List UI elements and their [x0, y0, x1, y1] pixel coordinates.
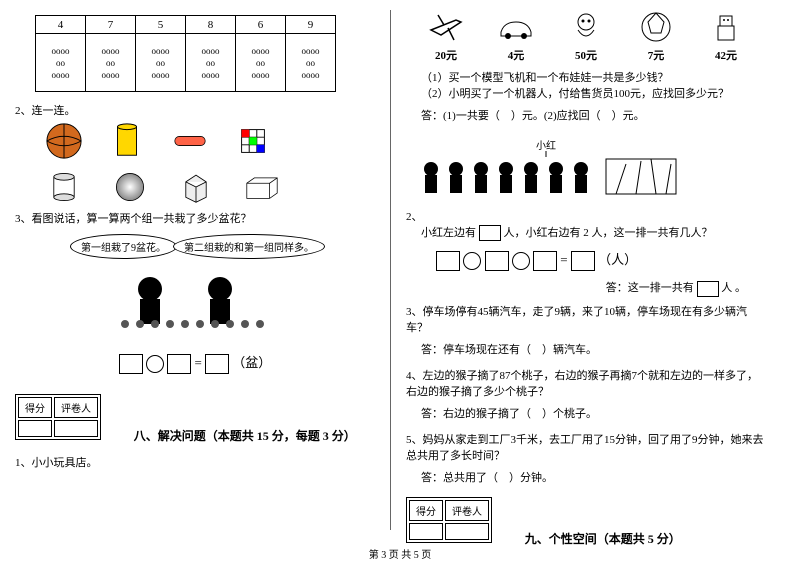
- question-8-3: 3、停车场停有45辆汽车，走了9辆，来了10辆，停车场现在有多少辆汽车？: [406, 303, 766, 335]
- data-cell: oooooooooo: [36, 34, 86, 92]
- data-cell: oooooooooo: [86, 34, 136, 92]
- toy-price: 20元: [425, 47, 467, 63]
- answer-8-4: 答：右边的猴子摘了（ ）个桃子。: [421, 405, 766, 421]
- toy-doll: 50元: [565, 10, 607, 63]
- equation-unit: （盆）: [232, 355, 271, 370]
- operator-circle[interactable]: [146, 355, 164, 373]
- toy-price: 50元: [565, 47, 607, 63]
- xiaohong-label: 小红: [536, 139, 556, 152]
- cube-icon: [177, 170, 215, 204]
- input-box[interactable]: [697, 281, 719, 297]
- data-cell: oooooooooo: [186, 34, 236, 92]
- question-8-1-label: 1、小小玩具店。: [15, 454, 375, 470]
- input-box[interactable]: [571, 251, 595, 271]
- header-cell: 8: [186, 16, 236, 34]
- operator-circle[interactable]: [463, 252, 481, 270]
- reviewer-label: 评卷人: [54, 397, 98, 418]
- data-cell: oooooooooo: [136, 34, 186, 92]
- input-box[interactable]: [533, 251, 557, 271]
- question-8-1-1: （1）买一个模型飞机和一个布娃娃一共是多少钱？: [421, 69, 766, 85]
- question-3-label: 3、看图说话，算一算两个组一共栽了多少盆花？: [15, 210, 375, 226]
- score-table: 得分 评卷人: [15, 394, 101, 440]
- toy-price: 42元: [705, 47, 747, 63]
- header-cell: 7: [86, 16, 136, 34]
- question-8-1-2: （2）小明买了一个机器人，付给售货员100元，应找回多少元？: [421, 85, 766, 101]
- sphere-icon: [111, 170, 149, 204]
- operator-circle[interactable]: [512, 252, 530, 270]
- section-9-title: 九、个性空间（本题共 5 分）: [525, 530, 681, 547]
- input-box[interactable]: [485, 251, 509, 271]
- question-8-4: 4、左边的猴子摘了87个桃子，右边的猴子再摘7个就和左边的一样多了，右边的猴子摘…: [406, 367, 766, 399]
- toy-robot: 42元: [705, 10, 747, 63]
- candy-icon: [171, 122, 209, 160]
- speech-bubble-2: 第二组栽的和第一组同样多。: [173, 234, 325, 259]
- section-8-title: 八、解决问题（本题共 15 分，每题 3 分）: [134, 427, 356, 444]
- header-cell: 9: [286, 16, 336, 34]
- input-box[interactable]: [119, 354, 143, 374]
- equation-unit: （人）: [598, 252, 637, 267]
- cylinder-icon: [45, 170, 83, 204]
- answer-8-3: 答：停车场现在还有（ ）辆汽车。: [421, 341, 766, 357]
- objects-row: [45, 122, 375, 160]
- score-table: 得分 评卷人: [406, 497, 492, 543]
- text-fragment: 人 。: [721, 282, 746, 294]
- data-cell: oooooooooo: [236, 34, 286, 92]
- toy-price: 7元: [635, 47, 677, 63]
- text-fragment: 小红左边有: [421, 227, 476, 239]
- toys-row: 20元 4元 50元 7元 42元: [411, 10, 761, 63]
- score-label: 得分: [409, 500, 443, 521]
- speech-bubble-1: 第一组栽了9盆花。: [70, 234, 177, 259]
- header-cell: 6: [236, 16, 286, 34]
- score-label: 得分: [18, 397, 52, 418]
- question-2-label: 2、连一连。: [15, 102, 375, 118]
- answer-8-1: 答：(1)一共要（ ）元。(2)应找回（ ）元。: [421, 107, 766, 123]
- question-8-2-text: 小红左边有 人，小红右边有 2 人，这一排一共有几人？: [421, 224, 766, 241]
- equation-2: = （人）: [436, 249, 766, 271]
- rubiks-cube-icon: [234, 122, 272, 160]
- kids-illustration: 小红: [406, 133, 766, 208]
- question-8-5: 5、妈妈从家走到工厂3千米，去工厂用了15分钟，回了用了9分钟，她来去总共用了多…: [406, 431, 766, 463]
- number-table: 4 7 5 8 6 9 oooooooooo oooooooooo oooooo…: [35, 15, 336, 92]
- toy-car: 4元: [495, 10, 537, 63]
- can-icon: [108, 122, 146, 160]
- toy-plane: 20元: [425, 10, 467, 63]
- page-footer: 第 3 页 共 5 页: [0, 546, 800, 561]
- answer-8-2: 答：这一排一共有 人 。: [406, 279, 746, 296]
- input-box[interactable]: [205, 354, 229, 374]
- toy-ball: 7元: [635, 10, 677, 63]
- answer-8-5: 答：总共用了（ ）分钟。: [421, 469, 766, 485]
- data-cell: oooooooooo: [286, 34, 336, 92]
- text-fragment: 人，小红右边有 2 人，这一排一共有几人？: [504, 227, 713, 239]
- toy-price: 4元: [495, 47, 537, 63]
- cuboid-icon: [243, 170, 281, 204]
- flower-illustration: 第一组栽了9盆花。 第二组栽的和第一组同样多。: [65, 234, 325, 344]
- header-cell: 4: [36, 16, 86, 34]
- equation-1: = （盆）: [15, 352, 375, 374]
- text-fragment: 答：这一排一共有: [606, 282, 694, 294]
- question-8-2-label: 2、: [406, 211, 423, 223]
- reviewer-label: 评卷人: [445, 500, 489, 521]
- shapes-row: [45, 170, 375, 204]
- input-box[interactable]: [167, 354, 191, 374]
- input-box[interactable]: [436, 251, 460, 271]
- basketball-icon: [45, 122, 83, 160]
- input-box[interactable]: [479, 225, 501, 241]
- header-cell: 5: [136, 16, 186, 34]
